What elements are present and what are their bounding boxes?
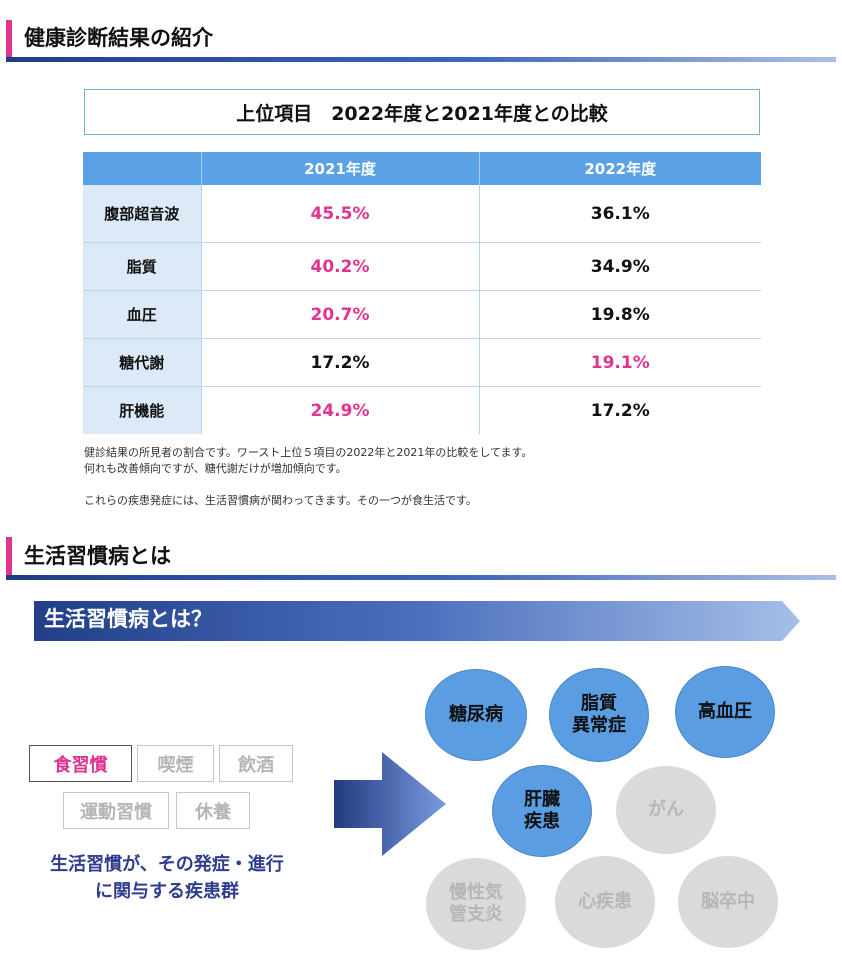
section-underline [6,57,836,62]
disease-lipid: 脂質 異常症 [549,668,649,762]
results-table: 2021年度 2022年度 腹部超音波 45.5% 36.1% 脂質 40.2%… [83,152,761,434]
disease-label: 高血圧 [698,700,752,722]
table-row: 脂質 40.2% 34.9% [83,242,761,291]
value-2021: 20.7% [201,290,480,339]
value-2022: 36.1% [479,185,761,243]
column-header [83,152,202,185]
right-arrow-icon [334,752,446,856]
disease-label: 肝臓 [524,788,560,810]
disease-label: がん [648,798,684,820]
note-line: これらの疾患発症には、生活習慣病が関わってきます。その一つが食生活です。 [84,494,477,507]
section-title: 健康診断結果の紹介 [24,26,213,50]
value-2021: 17.2% [201,338,480,387]
table-row: 血圧 20.7% 19.8% [83,290,761,339]
row-item: 脂質 [83,242,202,291]
value-2022: 19.8% [479,290,761,339]
note-line: 何れも改善傾向ですが、糖代謝だけが増加傾向です。 [84,462,347,475]
table-row: 腹部超音波 45.5% 36.1% [83,185,761,243]
disease-label: 疾患 [524,811,560,832]
row-item: 肝機能 [83,386,202,434]
habit-smoking: 喫煙 [137,745,214,782]
disease-label: 管支炎 [449,904,503,925]
disease-copd: 慢性気 管支炎 [426,858,526,950]
habit-diet: 食習慣 [29,745,132,782]
section-title: 生活習慣病とは [24,544,171,568]
section-underline [6,575,836,580]
table-row: 肝機能 24.9% 17.2% [83,386,761,434]
row-item: 腹部超音波 [83,185,202,243]
disease-stroke: 脳卒中 [678,856,778,948]
value-2021: 45.5% [201,185,480,243]
value-2021: 24.9% [201,386,480,434]
summary-line: 生活習慣が、その発症・進行 [50,854,284,875]
column-header: 2021年度 [201,152,480,185]
banner-title: 生活習慣病とは？ [44,607,212,631]
disease-cancer: がん [616,766,716,854]
summary-line: に関与する疾患群 [95,881,239,902]
row-item: 糖代謝 [83,338,202,387]
table-row: 糖代謝 17.2% 19.1% [83,338,761,387]
value-2022: 34.9% [479,242,761,291]
value-2022: 17.2% [590,400,650,421]
column-header: 2022年度 [479,152,761,185]
table-header-row: 2021年度 2022年度 [83,152,761,185]
disease-label: 糖尿病 [449,703,503,725]
habit-exercise: 運動習慣 [63,792,169,829]
habit-rest: 休養 [176,792,250,829]
banner-arrow [34,601,800,641]
disease-diabetes: 糖尿病 [425,669,527,761]
disease-label: 脂質 [581,692,617,714]
value-2022: 19.1% [479,338,761,387]
comparison-title: 上位項目 2022年度と2021年度との比較 [84,89,760,135]
section-accent-bar [6,20,12,58]
row-item: 血圧 [83,290,202,339]
disease-liver: 肝臓 疾患 [492,765,592,857]
value-2021: 40.2% [201,242,480,291]
disease-label: 異常症 [572,715,626,736]
section-accent-bar [6,537,12,575]
disease-label: 慢性気 [449,881,503,903]
note-line: 健診結果の所見者の割合です。ワースト上位５項目の2022年と2021年の比較をし… [84,446,533,459]
disease-heart: 心疾患 [555,856,655,948]
disease-label: 脳卒中 [701,890,755,912]
disease-hypertension: 高血圧 [675,666,775,758]
habit-drinking: 飲酒 [219,745,293,782]
disease-label: 心疾患 [578,890,632,912]
